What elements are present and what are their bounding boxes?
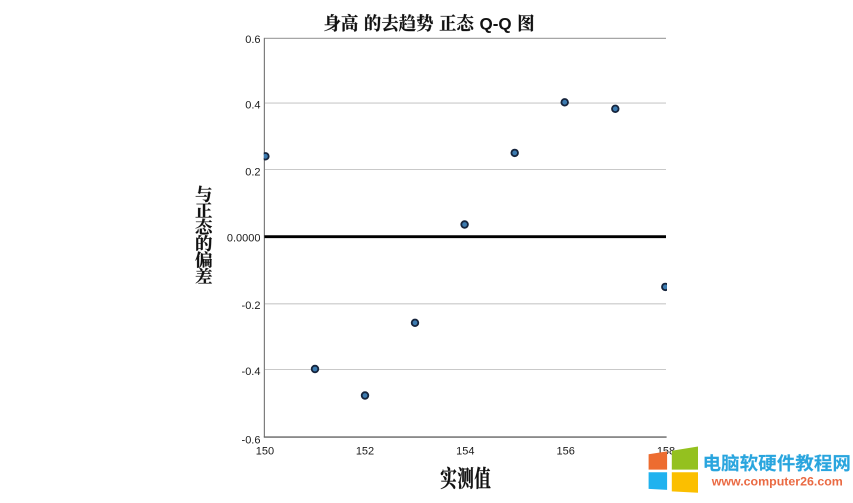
svg-text:-0.6: -0.6 [242, 435, 261, 447]
svg-text:152: 152 [356, 446, 374, 458]
svg-text:0.6: 0.6 [245, 34, 260, 46]
svg-text:150: 150 [256, 446, 274, 458]
svg-text:154: 154 [456, 446, 474, 458]
svg-text:0.2: 0.2 [245, 166, 260, 178]
svg-text:-0.4: -0.4 [242, 366, 261, 378]
svg-text:156: 156 [557, 446, 575, 458]
svg-text:0.4: 0.4 [245, 99, 260, 111]
svg-text:www.computer26.com: www.computer26.com [711, 475, 843, 489]
svg-text:Q-Q: Q-Q [480, 14, 512, 33]
svg-text:0.0000: 0.0000 [227, 232, 261, 244]
svg-text:-0.2: -0.2 [242, 300, 261, 312]
